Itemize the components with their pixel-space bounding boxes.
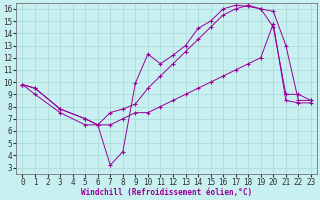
X-axis label: Windchill (Refroidissement éolien,°C): Windchill (Refroidissement éolien,°C) (81, 188, 252, 197)
